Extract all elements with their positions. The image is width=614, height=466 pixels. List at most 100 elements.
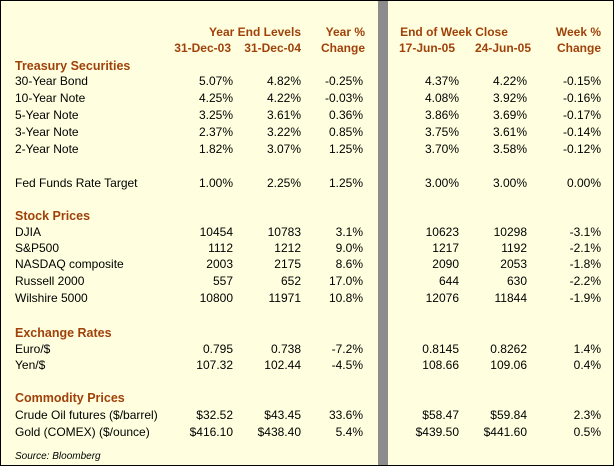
cell-value: 1.4% <box>573 342 601 356</box>
cell-value: 3.1% <box>335 225 363 239</box>
cell-value: -2.2% <box>569 274 601 288</box>
header-year-pct-change: Change <box>320 41 365 55</box>
section-title: Treasury Securities <box>15 59 131 73</box>
cell-value: -0.17% <box>562 108 601 122</box>
section-title: Commodity Prices <box>15 391 125 405</box>
cell-value: 0.8145 <box>422 342 459 356</box>
header-date-3: 17-Jun-05 <box>398 41 455 55</box>
row-label: Euro/$ <box>15 342 51 356</box>
cell-value: 0.4% <box>573 358 601 372</box>
cell-value: -0.15% <box>562 74 601 88</box>
cell-value: 3.86% <box>424 108 459 122</box>
cell-value: $441.60 <box>483 425 527 439</box>
cell-value: $416.10 <box>189 425 233 439</box>
cell-value: 2090 <box>432 257 459 271</box>
cell-value: 10800 <box>199 291 233 305</box>
cell-value: 3.75% <box>424 125 459 139</box>
cell-value: 11971 <box>268 291 301 305</box>
cell-value: 644 <box>438 274 459 288</box>
cell-value: -4.5% <box>331 358 363 372</box>
cell-value: 1.25% <box>328 176 363 190</box>
cell-value: 33.6% <box>328 408 363 422</box>
cell-value: $439.50 <box>415 425 459 439</box>
cell-value: 5.07% <box>198 74 233 88</box>
header-week-pct-change: Change <box>556 41 601 55</box>
cell-value: -0.14% <box>562 125 601 139</box>
cell-value: 1.25% <box>328 142 363 156</box>
cell-value: 1192 <box>501 241 527 255</box>
section-title: Exchange Rates <box>15 326 112 340</box>
row-label: 10-Year Note <box>15 91 86 105</box>
cell-value: 3.61% <box>492 125 527 139</box>
row-label: 3-Year Note <box>15 125 79 139</box>
header-date-2: 31-Dec-04 <box>244 41 301 55</box>
cell-value: -0.03% <box>324 91 363 105</box>
cell-value: 12076 <box>425 291 459 305</box>
cell-value: 2003 <box>206 257 233 271</box>
cell-value: 1217 <box>432 241 459 255</box>
cell-value: 0.00% <box>566 176 601 190</box>
cell-value: 2.3% <box>573 408 601 422</box>
cell-value: 4.08% <box>424 91 459 105</box>
cell-value: 4.37% <box>424 74 459 88</box>
row-label: Russell 2000 <box>15 274 85 288</box>
row-label: S&P500 <box>15 241 60 255</box>
cell-value: 3.22% <box>266 125 301 139</box>
cell-value: 10623 <box>425 225 459 239</box>
cell-value: 10298 <box>493 225 527 239</box>
cell-value: 0.738 <box>270 342 301 356</box>
cell-value: 1112 <box>208 241 233 255</box>
row-label: 30-Year Bond <box>15 74 88 88</box>
cell-value: -1.9% <box>569 291 601 305</box>
cell-value: 3.92% <box>492 91 527 105</box>
cell-value: $43.45 <box>264 408 301 422</box>
cell-value: 3.07% <box>266 142 301 156</box>
cell-value: -0.25% <box>324 74 363 88</box>
cell-value: 102.44 <box>264 358 301 372</box>
row-label: DJIA <box>15 225 42 239</box>
row-label: Gold (COMEX) ($/ounce) <box>15 425 150 439</box>
header-date-4: 24-Jun-05 <box>474 41 531 55</box>
cell-value: 0.795 <box>202 342 233 356</box>
row-label: 5-Year Note <box>15 108 79 122</box>
cell-value: 3.00% <box>492 176 527 190</box>
cell-value: $58.47 <box>422 408 459 422</box>
cell-value: 10.8% <box>328 291 363 305</box>
cell-value: 630 <box>506 274 527 288</box>
row-label: Fed Funds Rate Target <box>15 176 138 190</box>
cell-value: 4.25% <box>198 91 233 105</box>
row-label: Crude Oil futures ($/barrel) <box>15 408 158 422</box>
cell-value: 10454 <box>199 225 233 239</box>
cell-value: 5.4% <box>335 425 363 439</box>
cell-value: -2.1% <box>569 241 601 255</box>
cell-value: $32.52 <box>196 408 233 422</box>
cell-value: -1.8% <box>569 257 601 271</box>
cell-value: 3.61% <box>266 108 301 122</box>
cell-value: 652 <box>280 274 301 288</box>
cell-value: -3.1% <box>569 225 601 239</box>
header-date-1: 31-Dec-03 <box>174 41 231 55</box>
header-year-end-levels: Year End Levels <box>208 25 301 39</box>
cell-value: -7.2% <box>331 342 363 356</box>
column-divider <box>378 1 388 465</box>
cell-value: 108.66 <box>422 358 459 372</box>
cell-value: 3.00% <box>424 176 459 190</box>
row-label: Wilshire 5000 <box>15 291 88 305</box>
row-label: 2-Year Note <box>15 142 79 156</box>
cell-value: 4.22% <box>266 91 301 105</box>
cell-value: 3.70% <box>424 142 459 156</box>
header-end-of-week-close: End of Week Close <box>400 25 508 39</box>
cell-value: -0.16% <box>562 91 601 105</box>
section-title: Stock Prices <box>15 209 91 223</box>
cell-value: 0.8262 <box>490 342 527 356</box>
cell-value: $438.40 <box>257 425 301 439</box>
cell-value: $59.84 <box>490 408 527 422</box>
cell-value: 11844 <box>494 291 527 305</box>
cell-value: 3.58% <box>492 142 527 156</box>
cell-value: 557 <box>212 274 233 288</box>
cell-value: 1212 <box>274 241 301 255</box>
cell-value: 107.32 <box>196 358 233 372</box>
cell-value: 3.69% <box>492 108 527 122</box>
header-week-pct: Week % <box>555 25 601 39</box>
